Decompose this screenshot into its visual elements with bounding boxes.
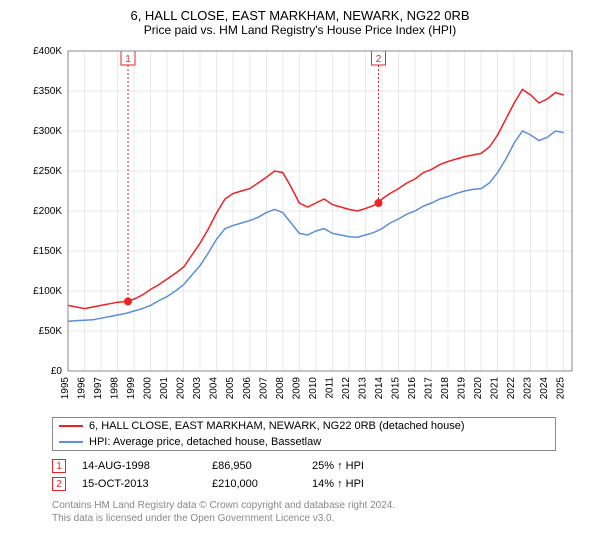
transaction-price: £210,000 <box>212 478 312 490</box>
legend-item: 6, HALL CLOSE, EAST MARKHAM, NEWARK, NG2… <box>53 418 555 434</box>
svg-text:2023: 2023 <box>523 377 534 400</box>
transaction-date: 14-AUG-1998 <box>82 460 212 472</box>
legend-label: 6, HALL CLOSE, EAST MARKHAM, NEWARK, NG2… <box>89 420 465 432</box>
svg-text:2016: 2016 <box>407 377 418 400</box>
svg-text:£200K: £200K <box>33 206 62 217</box>
svg-text:2009: 2009 <box>291 377 302 400</box>
svg-text:2005: 2005 <box>225 377 236 400</box>
transaction-row: 1 14-AUG-1998£86,95025% ↑ HPI <box>52 457 556 475</box>
svg-text:2000: 2000 <box>143 377 154 400</box>
svg-text:2010: 2010 <box>308 377 319 400</box>
svg-text:1998: 1998 <box>110 377 121 400</box>
transactions-table: 1 14-AUG-1998£86,95025% ↑ HPI 2 15-OCT-2013… <box>52 457 556 493</box>
svg-text:2021: 2021 <box>490 377 501 400</box>
svg-text:2: 2 <box>376 54 382 65</box>
page-subtitle: Price paid vs. HM Land Registry's House … <box>10 23 590 37</box>
legend-item: HPI: Average price, detached house, Bass… <box>53 434 555 450</box>
legend-label: HPI: Average price, detached house, Bass… <box>89 436 321 448</box>
footer-attribution: Contains HM Land Registry data © Crown c… <box>52 499 556 525</box>
svg-text:2013: 2013 <box>357 377 368 400</box>
svg-text:1997: 1997 <box>93 377 104 400</box>
svg-text:1995: 1995 <box>60 377 71 400</box>
svg-text:2002: 2002 <box>176 377 187 400</box>
price-chart: £0 £50K £100K £150K £200K £250K £300K £350K £400… <box>20 41 580 411</box>
svg-text:£250K: £250K <box>33 166 62 177</box>
svg-text:£100K: £100K <box>33 286 62 297</box>
svg-text:2019: 2019 <box>457 377 468 400</box>
chart-svg: £0 £50K £100K £150K £200K £250K £300K £350K £400… <box>20 41 580 411</box>
transaction-index-box: 1 <box>52 459 66 473</box>
svg-text:£400K: £400K <box>33 46 62 57</box>
svg-text:2006: 2006 <box>242 377 253 400</box>
svg-text:£350K: £350K <box>33 86 62 97</box>
svg-text:2022: 2022 <box>506 377 517 400</box>
svg-text:2008: 2008 <box>275 377 286 400</box>
svg-text:1: 1 <box>125 54 131 65</box>
svg-text:2025: 2025 <box>556 377 567 400</box>
svg-text:2018: 2018 <box>440 377 451 400</box>
svg-text:1996: 1996 <box>77 377 88 400</box>
transaction-delta: 25% ↑ HPI <box>312 460 412 472</box>
svg-text:2004: 2004 <box>209 377 220 400</box>
transaction-price: £86,950 <box>212 460 312 472</box>
svg-text:2001: 2001 <box>159 377 170 400</box>
transaction-date: 15-OCT-2013 <box>82 478 212 490</box>
svg-text:2003: 2003 <box>192 377 203 400</box>
svg-text:2014: 2014 <box>374 377 385 400</box>
svg-text:£300K: £300K <box>33 126 62 137</box>
page-title: 6, HALL CLOSE, EAST MARKHAM, NEWARK, NG2… <box>10 8 590 23</box>
legend-panel: 6, HALL CLOSE, EAST MARKHAM, NEWARK, NG2… <box>52 417 556 451</box>
legend-swatch <box>59 441 83 443</box>
svg-text:£0: £0 <box>51 366 63 377</box>
transaction-index-box: 2 <box>52 477 66 491</box>
svg-text:2011: 2011 <box>324 377 335 399</box>
transaction-delta: 14% ↑ HPI <box>312 478 412 490</box>
svg-text:£50K: £50K <box>39 326 63 337</box>
footer-line-1: Contains HM Land Registry data © Crown c… <box>52 499 556 512</box>
svg-text:2012: 2012 <box>341 377 352 400</box>
legend-swatch <box>59 425 83 427</box>
svg-text:£150K: £150K <box>33 246 62 257</box>
svg-text:2017: 2017 <box>424 377 435 400</box>
svg-text:2015: 2015 <box>390 377 401 400</box>
svg-text:2020: 2020 <box>473 377 484 400</box>
svg-text:2007: 2007 <box>258 377 269 400</box>
svg-text:2024: 2024 <box>539 377 550 400</box>
footer-line-2: This data is licensed under the Open Gov… <box>52 512 556 525</box>
transaction-row: 2 15-OCT-2013£210,00014% ↑ HPI <box>52 475 556 493</box>
svg-text:1999: 1999 <box>126 377 137 400</box>
